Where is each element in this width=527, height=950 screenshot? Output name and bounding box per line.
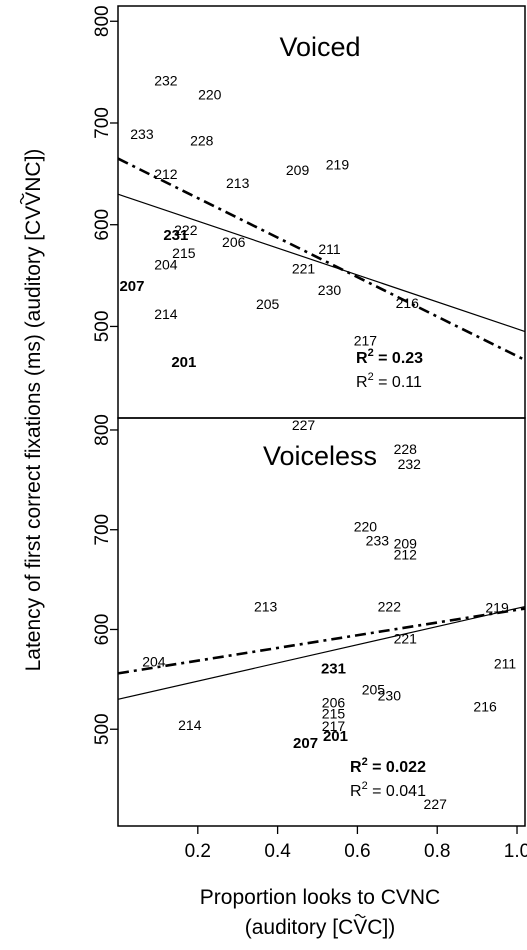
- voiceless-point-228: 228: [394, 441, 418, 457]
- voiced-point-209: 209: [286, 162, 310, 178]
- x-axis-label-line2-v: V: [353, 916, 367, 939]
- voiceless-point-214: 214: [178, 717, 202, 733]
- y-axis-label-tilde: [19, 193, 25, 205]
- voiceless-y-tick-label: 600: [92, 614, 113, 646]
- x-axis-label-line2-post: C]): [367, 916, 395, 939]
- voiceless-r2-plain-label: R2 = 0.041: [350, 780, 426, 800]
- x-tick-label: 0.2: [185, 841, 211, 862]
- panel-voiced-title: Voiced: [279, 32, 360, 62]
- voiced-point-233: 233: [130, 126, 154, 142]
- y-axis-label-main: Latency of first correct fixations (ms) …: [22, 206, 45, 672]
- voiceless-point-232: 232: [398, 456, 422, 472]
- x-tick-label: 0.4: [264, 841, 291, 862]
- voiced-point-228: 228: [190, 132, 214, 148]
- voiced-point-213: 213: [226, 175, 250, 191]
- voiceless-point-215: 215: [322, 705, 346, 721]
- voiced-point-207: 207: [119, 278, 144, 295]
- voiced-point-220: 220: [198, 87, 222, 103]
- x-tick-label: 0.8: [424, 841, 450, 862]
- y-axis-label-v: V: [22, 192, 45, 206]
- voiced-point-214: 214: [154, 306, 178, 322]
- x-axis-label-line2: (auditory [CVC]): [245, 916, 396, 939]
- voiceless-point-221: 221: [394, 630, 418, 646]
- voiced-point-201: 201: [171, 354, 196, 371]
- voiceless-point-217: 217: [322, 718, 346, 734]
- voiceless-point-231: 231: [321, 660, 346, 677]
- voiceless-point-212: 212: [394, 547, 418, 563]
- voiceless-point-204: 204: [142, 653, 166, 669]
- voiceless-y-tick-label: 800: [92, 414, 113, 446]
- voiced-point-219: 219: [326, 157, 350, 173]
- voiceless-point-201: 201: [323, 728, 348, 745]
- voiceless-y-tick-label: 500: [92, 713, 113, 745]
- voiced-y-tick-label: 700: [92, 107, 113, 139]
- panel-voiceless-frame: [117, 417, 526, 827]
- voiced-fit-line-dashdot: [117, 157, 526, 362]
- voiced-y-tick-label: 500: [92, 311, 113, 343]
- voiced-point-206: 206: [222, 234, 246, 250]
- voiced-point-211: 211: [318, 241, 341, 257]
- voiced-point-216: 216: [396, 295, 420, 311]
- voiceless-point-230: 230: [378, 687, 402, 703]
- x-tick-label: 1.0: [504, 841, 527, 862]
- voiced-point-227: 227: [292, 417, 316, 433]
- voiceless-point-227: 227: [424, 796, 448, 812]
- voiced-r2-plain-label: R2 = 0.11: [356, 371, 422, 391]
- voiced-point-221: 221: [292, 260, 316, 276]
- voiceless-point-213: 213: [254, 599, 278, 615]
- voiced-r2-bold-label: R2 = 0.23: [356, 347, 423, 367]
- voiceless-r2-bold-label: R2 = 0.022: [350, 756, 426, 776]
- voiced-point-215: 215: [172, 245, 196, 261]
- panel-voiceless-title: Voiceless: [263, 441, 377, 471]
- voiced-point-222: 222: [174, 222, 198, 238]
- voiced-point-217: 217: [354, 333, 378, 349]
- voiced-y-tick-label: 600: [92, 209, 113, 241]
- x-tick-label: 0.6: [344, 841, 370, 862]
- voiceless-point-205: 205: [362, 681, 386, 697]
- voiceless-point-220: 220: [354, 519, 378, 535]
- voiced-point-212: 212: [154, 166, 178, 182]
- voiceless-fit-line-dashdot: [117, 607, 526, 675]
- voiceless-point-219: 219: [485, 600, 509, 616]
- x-axis-label-tilde: [354, 913, 366, 919]
- y-axis-label: Latency of first correct fixations (ms) …: [22, 149, 45, 672]
- voiced-fit-line-solid: [117, 193, 526, 333]
- voiceless-point-216: 216: [473, 698, 497, 714]
- voiceless-point-209: 209: [394, 536, 418, 552]
- voiceless-point-206: 206: [322, 694, 346, 710]
- y-axis-label-end: NC]): [22, 149, 45, 192]
- voiceless-point-207: 207: [293, 735, 318, 752]
- voiced-point-230: 230: [318, 282, 342, 298]
- voiced-y-tick-label: 800: [92, 5, 113, 37]
- voiced-point-232: 232: [154, 72, 178, 88]
- voiceless-fit-line-solid: [117, 605, 526, 700]
- x-axis-label-line1: Proportion looks to CVNC: [200, 886, 440, 909]
- voiceless-point-222: 222: [378, 599, 402, 615]
- voiced-point-231: 231: [163, 227, 188, 244]
- voiceless-point-233: 233: [366, 533, 390, 549]
- x-axis-label-line2-pre: (auditory [C: [245, 916, 354, 939]
- voiced-point-205: 205: [256, 296, 280, 312]
- voiceless-y-tick-label: 700: [92, 514, 113, 546]
- voiceless-point-211: 211: [494, 655, 517, 671]
- voiced-point-204: 204: [154, 256, 178, 272]
